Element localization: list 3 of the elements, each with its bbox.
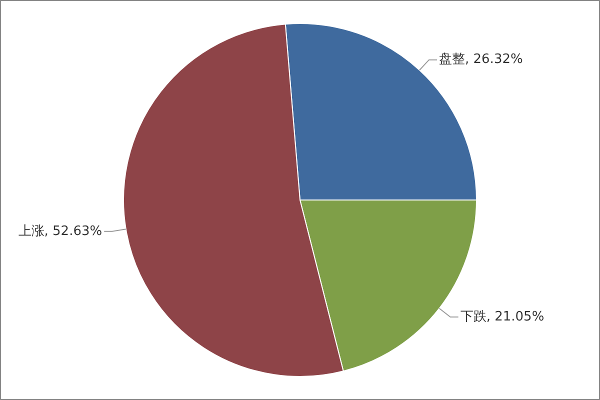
- slice-label: 上涨, 52.63%: [18, 224, 102, 239]
- slice-label: 盘整, 26.32%: [439, 52, 523, 68]
- slice-label: 下跌, 21.05%: [460, 309, 544, 324]
